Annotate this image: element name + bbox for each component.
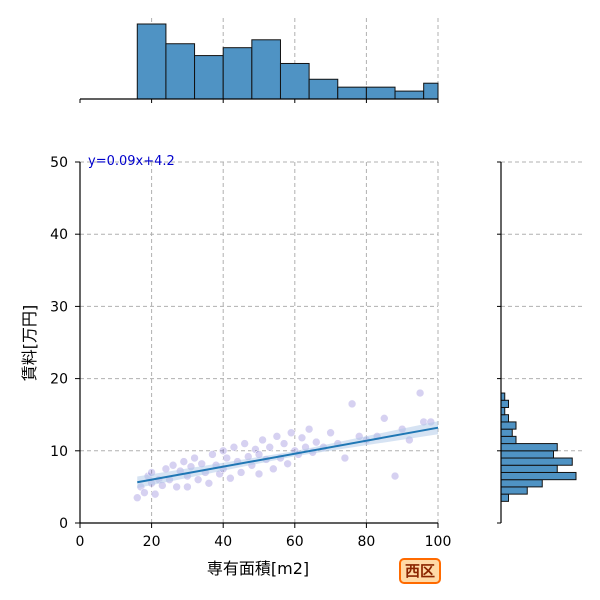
right-hist-bar <box>500 414 509 423</box>
data-point <box>379 414 389 423</box>
data-point <box>279 439 289 448</box>
region-badge: 西区 <box>399 558 441 584</box>
data-point <box>236 468 246 477</box>
data-point <box>286 428 296 438</box>
right-hist-bar <box>500 471 577 481</box>
data-point <box>193 475 203 484</box>
x-tick-label: 40 <box>214 534 232 550</box>
regression-equation: y=0.09x+4.2 <box>88 154 175 169</box>
data-point <box>304 424 314 434</box>
y-tick-label: 20 <box>50 372 68 388</box>
data-point <box>311 437 321 447</box>
y-tick-label: 10 <box>50 444 68 460</box>
data-point <box>254 469 264 479</box>
y-tick-label: 30 <box>50 299 68 315</box>
top-hist-bar <box>194 55 224 100</box>
data-point <box>240 439 249 448</box>
data-point <box>326 428 335 438</box>
data-point <box>208 450 217 459</box>
top-hist-bar <box>279 62 310 100</box>
data-point <box>140 488 149 497</box>
right-hist-bar <box>500 428 513 437</box>
x-tick-label: 100 <box>425 534 452 550</box>
regression-line <box>137 426 439 484</box>
top-hist-bar <box>308 78 339 100</box>
top-hist-bar <box>394 90 425 100</box>
x-tick-label: 60 <box>286 534 304 550</box>
data-point <box>269 464 278 474</box>
data-point <box>229 442 239 452</box>
y-tick-label: 50 <box>50 155 68 171</box>
data-point <box>172 482 181 492</box>
right-hist-bar <box>500 450 554 459</box>
data-point <box>251 445 260 454</box>
top-hist-bar <box>423 82 439 100</box>
x-tick-label: 20 <box>143 534 161 550</box>
x-tick-label: 0 <box>76 534 85 550</box>
data-point <box>297 433 307 443</box>
right-hist-bar <box>500 443 558 452</box>
y-tick-label: 40 <box>50 227 68 243</box>
data-point <box>258 435 267 445</box>
data-point <box>340 453 350 463</box>
data-point <box>190 453 199 463</box>
top-hist-bar <box>165 43 196 100</box>
data-point <box>168 460 178 470</box>
top-hist-bar <box>222 47 253 100</box>
top-histogram <box>79 18 439 103</box>
right-hist-bar <box>500 457 573 466</box>
data-point <box>415 388 425 398</box>
data-point <box>183 482 192 492</box>
right-hist-bar <box>500 464 558 473</box>
right-hist-bar <box>500 486 528 495</box>
data-point <box>222 453 232 463</box>
data-point <box>272 432 282 441</box>
top-hist-bar <box>365 86 396 100</box>
right-hist-bar <box>500 399 509 408</box>
data-point <box>179 457 189 466</box>
right-hist-bar <box>500 435 517 445</box>
x-tick-label: 80 <box>357 534 375 550</box>
right-hist-bar <box>500 479 543 488</box>
right-hist-bar <box>500 493 509 502</box>
scatter-plot: 0 20 40 60 80 100 0 10 20 30 40 50 <box>50 155 451 550</box>
y-axis-label: 賃料[万円] <box>20 305 39 382</box>
data-point <box>150 489 160 499</box>
data-point <box>218 446 228 456</box>
data-point <box>204 478 214 488</box>
x-axis-label: 専有面積[m2] <box>207 559 309 578</box>
top-hist-bar <box>337 86 367 100</box>
right-histogram <box>497 161 582 524</box>
y-tick-label: 0 <box>59 516 68 532</box>
top-hist-bar <box>251 39 281 100</box>
data-point <box>265 442 275 452</box>
top-hist-bar <box>136 23 167 100</box>
data-point <box>132 493 142 503</box>
data-point <box>347 399 357 409</box>
data-point <box>390 471 400 481</box>
data-point <box>283 459 292 469</box>
data-point <box>226 473 235 483</box>
right-hist-bar <box>500 421 517 430</box>
